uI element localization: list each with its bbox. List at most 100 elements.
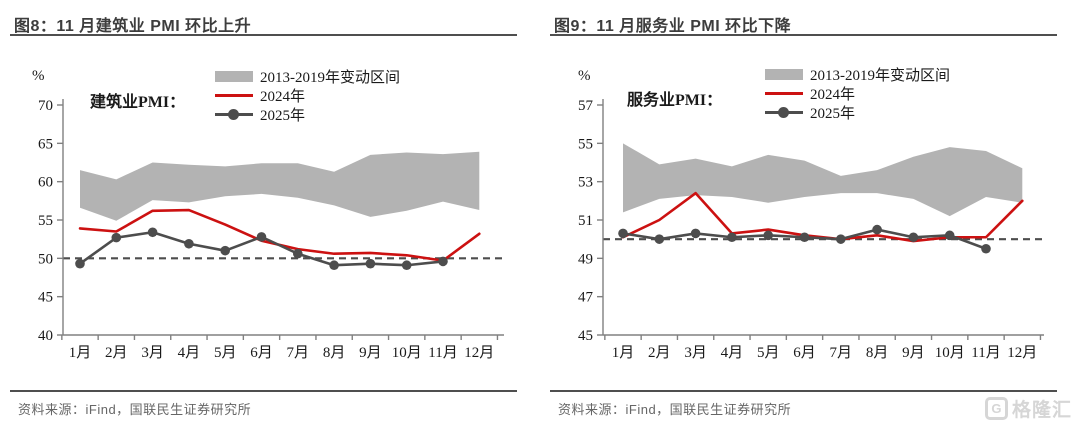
data-point-2025年 xyxy=(799,232,810,243)
data-point-2025年 xyxy=(184,238,194,249)
x-tick-label: 10月 xyxy=(935,345,965,361)
x-tick-label: 6月 xyxy=(793,345,816,361)
x-tick-label: 5月 xyxy=(214,345,237,361)
y-tick-label: 40 xyxy=(38,328,53,344)
legend-label: 2013-2019年变动区间 xyxy=(260,70,400,86)
y-tick-label: 60 xyxy=(38,175,53,191)
y-tick-label: 55 xyxy=(38,213,53,229)
data-point-2025年 xyxy=(872,224,882,235)
figure-8-chart: 40 45 50 55 60 65 70 1月 2月 3月 4月 5月 6月 7月 8月 9月 10月 11月 12… xyxy=(10,36,517,390)
x-tick-label: 11月 xyxy=(428,345,457,361)
data-point-2025年 xyxy=(438,256,448,267)
source-note: 资料来源：iFind，国联民生证券研究所 xyxy=(550,390,1057,418)
data-point-2025年 xyxy=(618,228,628,239)
data-point-2025年 xyxy=(365,258,376,269)
x-tick-label: 7月 xyxy=(830,345,853,361)
y-tick-label: 51 xyxy=(578,213,593,229)
legend-label: 2024年 xyxy=(810,87,856,103)
y-axis-unit-label: % xyxy=(32,68,45,84)
gelonghui-brand-text: 格隆汇 xyxy=(1011,400,1072,421)
gelonghui-watermark: G 格隆汇 xyxy=(984,395,1072,422)
figure-9-chart: 45 47 49 51 53 55 57 1月 2月 3月 4月 5月 6月 7月 8月 9月 10月 11月 12… xyxy=(550,36,1057,390)
figure-8-panel: 图8：11 月建筑业 PMI 环比上升 40 45 50 55 60 65 70 1月 2月 3月… xyxy=(10,8,517,418)
range-band-swatch-icon xyxy=(215,71,253,82)
y-tick-label: 70 xyxy=(38,98,53,114)
y-tick-label: 50 xyxy=(38,251,53,267)
figure-8-title: 图8：11 月建筑业 PMI 环比上升 xyxy=(10,8,517,36)
data-point-2025年 xyxy=(111,232,122,243)
chart-legend: 2013-2019年变动区间 2024年 2025年 xyxy=(765,65,950,122)
legend-item-2025: 2025年 xyxy=(765,103,950,122)
x-tick-label: 3月 xyxy=(141,345,164,361)
data-point-2025年 xyxy=(981,243,991,254)
range-band-swatch-icon xyxy=(765,69,803,80)
x-tick-label: 7月 xyxy=(287,345,310,361)
x-tick-label: 2月 xyxy=(648,345,671,361)
line-2025-swatch-icon xyxy=(765,107,803,118)
legend-item-2025: 2025年 xyxy=(215,105,400,124)
line-2025-swatch-icon xyxy=(215,109,253,120)
chart-legend: 2013-2019年变动区间 2024年 2025年 xyxy=(215,67,400,124)
data-point-2025年 xyxy=(727,232,737,243)
line-2024-swatch-icon xyxy=(765,92,803,95)
legend-label: 2024年 xyxy=(260,89,306,105)
chart-series-label: 建筑业PMI： xyxy=(90,94,186,111)
y-tick-label: 57 xyxy=(578,98,594,114)
chart-series-label: 服务业PMI： xyxy=(627,92,723,109)
legend-item-range: 2013-2019年变动区间 xyxy=(765,65,950,84)
x-tick-label: 1月 xyxy=(69,345,92,361)
data-point-2025年 xyxy=(654,234,665,244)
y-tick-label: 45 xyxy=(38,290,53,306)
source-note: 资料来源：iFind，国联民生证券研究所 xyxy=(10,390,517,418)
x-tick-label: 10月 xyxy=(392,345,422,361)
figure-9-panel: 图9：11 月服务业 PMI 环比下降 45 47 49 51 53 55 57 1月 2月 3月… xyxy=(550,8,1057,418)
y-tick-label: 53 xyxy=(578,175,593,191)
data-point-2025年 xyxy=(401,260,412,271)
x-tick-label: 12月 xyxy=(1007,345,1037,361)
x-tick-label: 2月 xyxy=(105,345,128,361)
construction-pmi-chart-canvas: 40 45 50 55 60 65 70 1月 2月 3月 4月 5月 6月 7月 8月 9月 10月 11月 12… xyxy=(38,98,507,361)
figure-9-title: 图9：11 月服务业 PMI 环比下降 xyxy=(550,8,1057,36)
legend-label: 2025年 xyxy=(810,106,856,122)
x-tick-label: 4月 xyxy=(721,345,744,361)
data-point-2025年 xyxy=(944,230,955,241)
services-pmi-chart-canvas: 45 47 49 51 53 55 57 1月 2月 3月 4月 5月 6月 7月 8月 9月 10月 11月 12… xyxy=(578,98,1047,361)
data-point-2025年 xyxy=(836,234,846,244)
data-point-2025年 xyxy=(329,260,339,271)
x-tick-label: 11月 xyxy=(971,345,1000,361)
line-2024-swatch-icon xyxy=(215,94,253,97)
y-tick-label: 47 xyxy=(578,290,594,306)
y-tick-label: 45 xyxy=(578,328,593,344)
data-point-2025年 xyxy=(908,232,919,243)
legend-label: 2013-2019年变动区间 xyxy=(810,68,950,84)
data-point-2025年 xyxy=(75,258,85,269)
y-axis-unit-label: % xyxy=(578,68,591,84)
legend-item-2024: 2024年 xyxy=(765,84,950,103)
range-band-area xyxy=(80,151,480,221)
x-tick-label: 8月 xyxy=(323,345,346,361)
range-band-area xyxy=(623,143,1023,217)
legend-item-range: 2013-2019年变动区间 xyxy=(215,67,400,86)
legend-item-2024: 2024年 xyxy=(215,86,400,105)
x-tick-label: 8月 xyxy=(866,345,889,361)
x-tick-label: 4月 xyxy=(178,345,201,361)
data-point-2025年 xyxy=(690,228,701,239)
data-point-2025年 xyxy=(293,248,303,259)
data-point-2025年 xyxy=(763,230,773,241)
legend-label: 2025年 xyxy=(260,108,306,124)
x-tick-label: 3月 xyxy=(684,345,707,361)
data-point-2025年 xyxy=(220,245,230,256)
x-tick-label: 9月 xyxy=(902,345,925,361)
data-point-2025年 xyxy=(256,232,267,242)
x-tick-label: 5月 xyxy=(757,345,780,361)
x-tick-label: 12月 xyxy=(464,345,494,361)
gelonghui-logo-icon: G xyxy=(984,397,1008,420)
x-tick-label: 6月 xyxy=(250,345,273,361)
y-tick-label: 65 xyxy=(38,136,53,152)
data-point-2025年 xyxy=(147,227,158,238)
y-tick-label: 55 xyxy=(578,136,593,152)
x-tick-label: 1月 xyxy=(612,345,635,361)
x-tick-label: 9月 xyxy=(359,345,382,361)
y-tick-label: 49 xyxy=(578,251,593,267)
